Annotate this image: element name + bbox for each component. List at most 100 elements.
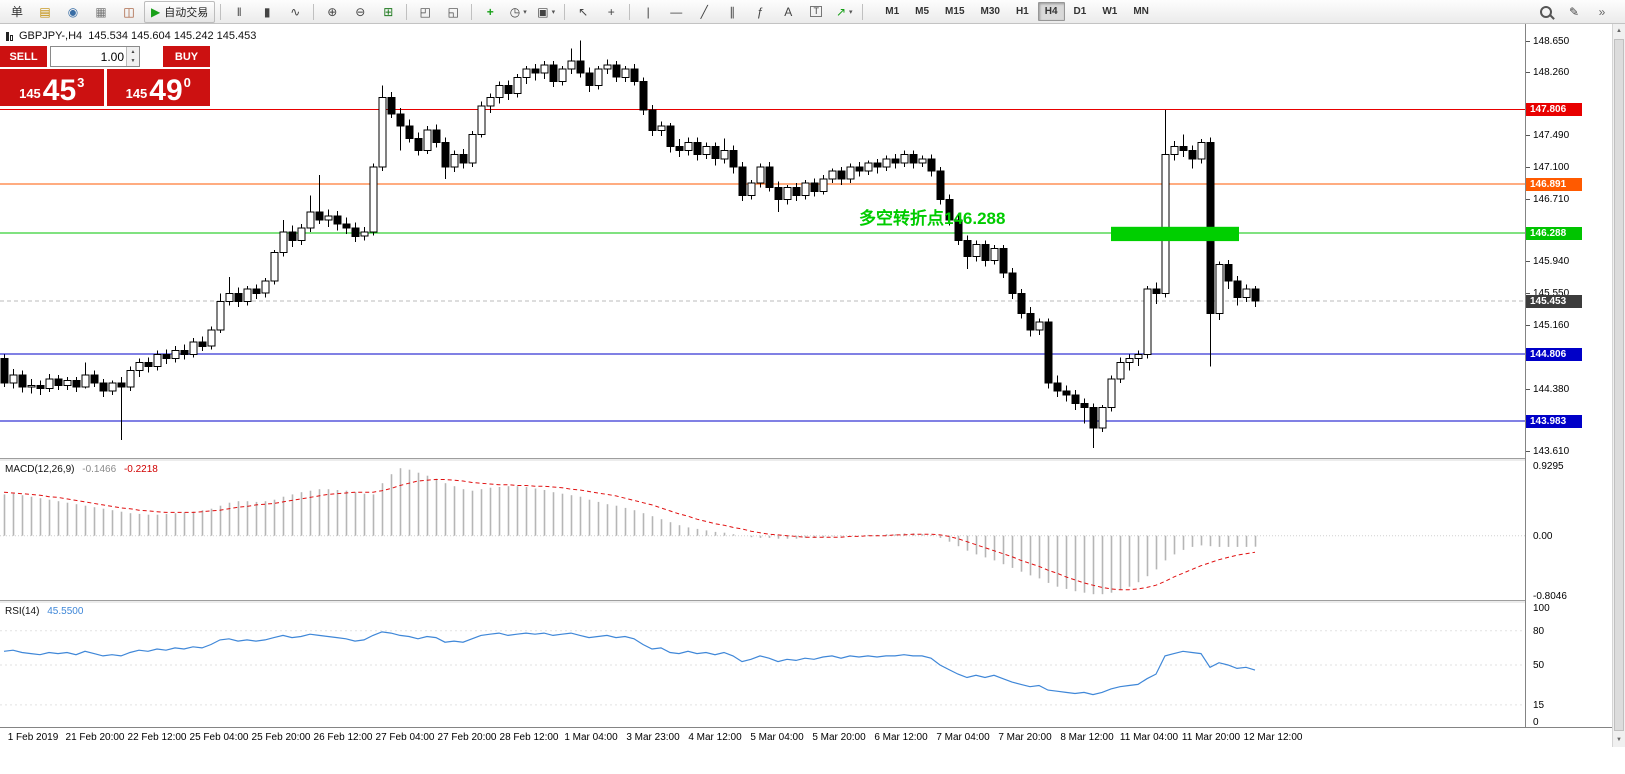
text-label-button[interactable]: T — [803, 1, 829, 23]
indicators-button[interactable]: + — [477, 1, 503, 23]
toolbar-separator — [564, 3, 566, 20]
timeframe-m15-button[interactable]: M15 — [945, 6, 965, 17]
candle — [126, 370, 135, 388]
axis-tick — [1526, 72, 1530, 73]
main-chart[interactable]: 多空转折点146.288 — [0, 24, 1525, 459]
candle — [909, 154, 918, 164]
ohlc-values: 145.534 145.604 145.242 145.453 — [88, 30, 257, 42]
candle — [495, 84, 504, 99]
volume-control: ▲ ▼ — [50, 46, 140, 67]
rsi-axis-label: 0 — [1533, 717, 1539, 728]
candle — [108, 382, 117, 392]
candle — [1035, 321, 1044, 331]
timeframe-w1-button[interactable]: W1 — [1102, 6, 1118, 17]
auto-trading-button[interactable]: ▶ 自动交易 — [144, 0, 216, 23]
text-button[interactable]: A — [775, 1, 801, 23]
time-axis-label: 26 Feb 12:00 — [313, 732, 373, 743]
candle — [72, 380, 81, 388]
candle — [243, 288, 252, 302]
timeframe-h4-button[interactable]: H4 — [1037, 2, 1065, 21]
candle — [630, 68, 639, 82]
horizontal-line-button[interactable]: — — [663, 1, 689, 23]
templates-button[interactable]: ▣ ▾ — [533, 1, 559, 23]
bar-chart-button[interactable]: ‖ — [226, 1, 252, 23]
arrows-button[interactable]: ↗ ▾ — [831, 1, 857, 23]
cascade-windows-button[interactable]: ◰ — [412, 1, 438, 23]
candle — [657, 125, 666, 131]
candle — [1188, 150, 1197, 160]
candle — [396, 113, 405, 127]
macd-panel[interactable] — [0, 461, 1525, 601]
sell-price-button[interactable]: 145 45 3 — [0, 69, 104, 106]
candle — [855, 166, 864, 172]
channel-button[interactable]: ∥ — [719, 1, 745, 23]
candle — [153, 353, 162, 368]
search-button[interactable] — [1533, 1, 1559, 23]
time-axis-label: 8 Mar 12:00 — [1060, 732, 1114, 743]
timeframe-m30-button[interactable]: M30 — [980, 6, 1000, 17]
candle — [927, 158, 936, 172]
timeframe-h1-button[interactable]: H1 — [1015, 6, 1029, 17]
zoom-out-button[interactable]: ⊖ — [347, 1, 373, 23]
volume-down-button[interactable]: ▼ — [127, 56, 139, 66]
candlestick-chart-button[interactable]: ▮ — [254, 1, 280, 23]
new-chart-button[interactable]: ▤ — [32, 1, 58, 23]
price-axis: 148.650 148.260 147.490 147.100 146.710 145.9… — [1525, 24, 1612, 728]
buy-price-button[interactable]: 145 49 0 — [106, 69, 210, 106]
line-chart-button[interactable]: ∿ — [282, 1, 308, 23]
candle — [747, 182, 756, 196]
candle — [1152, 288, 1161, 294]
candle — [297, 227, 306, 241]
rsi-panel[interactable] — [0, 603, 1525, 727]
market-watch-button[interactable]: ▦ — [88, 1, 114, 23]
scroll-down-button[interactable]: ▼ — [1613, 733, 1625, 747]
tile-vertical-button[interactable]: ◱ — [440, 1, 466, 23]
crosshair-button[interactable]: + — [598, 1, 624, 23]
axis-tick — [1526, 261, 1530, 262]
trendline-button[interactable]: ╱ — [691, 1, 717, 23]
volume-up-button[interactable]: ▲ — [127, 47, 139, 57]
zoom-in-icon: ⊕ — [327, 4, 338, 19]
candle — [873, 162, 882, 168]
macd-axis-label: 0.9295 — [1533, 461, 1564, 472]
fibonacci-button[interactable]: ƒ — [747, 1, 773, 23]
candle — [936, 170, 945, 200]
scroll-up-button[interactable]: ▲ — [1613, 24, 1625, 38]
edit-button[interactable]: ✎ — [1561, 1, 1587, 23]
vertical-scrollbar[interactable]: ▲ ▼ — [1612, 24, 1625, 747]
timeframe-m5-button[interactable]: M5 — [915, 6, 930, 17]
zoom-in-button[interactable]: ⊕ — [319, 1, 345, 23]
time-axis-label: 3 Mar 23:00 — [626, 732, 680, 743]
scrollbar-thumb[interactable] — [1614, 39, 1624, 731]
macd-signal-value: -0.2218 — [123, 464, 158, 475]
vertical-line-button[interactable]: | — [635, 1, 661, 23]
timeframe-mn-button[interactable]: MN — [1133, 6, 1149, 17]
overflow-button[interactable]: » — [1589, 1, 1615, 23]
tile-windows-button[interactable]: ⊞ — [375, 1, 401, 23]
timeframe-m1-button[interactable]: M1 — [885, 6, 900, 17]
candle — [900, 154, 909, 164]
candle — [207, 329, 216, 347]
candle — [18, 374, 27, 388]
volume-input[interactable] — [51, 47, 126, 66]
candle — [1161, 154, 1170, 294]
timeframe-d1-button[interactable]: D1 — [1073, 6, 1087, 17]
buy-button[interactable]: BUY — [163, 46, 210, 67]
panel-separator[interactable] — [0, 600, 1612, 603]
buy-price-prefix: 145 — [125, 86, 148, 101]
terminal-button[interactable]: ◫ — [116, 1, 142, 23]
candle — [999, 247, 1008, 274]
profiles-button[interactable]: ◉ — [60, 1, 86, 23]
periods-button[interactable]: ◷ ▾ — [505, 1, 531, 23]
annotation-text[interactable]: 多空转折点146.288 — [859, 208, 1005, 228]
panel-separator[interactable] — [0, 458, 1612, 461]
candle — [423, 129, 432, 152]
new-order-button[interactable]: 单 — [4, 1, 30, 23]
cursor-icon: ↖ — [578, 4, 589, 19]
candle — [540, 64, 549, 74]
sell-button[interactable]: SELL — [0, 46, 47, 67]
cursor-button[interactable]: ↖ — [570, 1, 596, 23]
price-tag: 144.806 — [1526, 348, 1582, 361]
highlight-rectangle[interactable] — [1111, 226, 1239, 242]
candle — [54, 378, 63, 386]
